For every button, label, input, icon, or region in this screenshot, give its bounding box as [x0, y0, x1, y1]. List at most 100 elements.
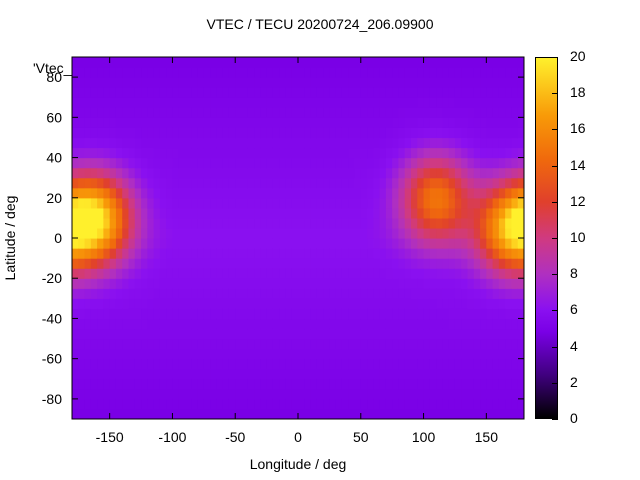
- heatmap-cell: [128, 187, 136, 199]
- heatmap-cell: [159, 268, 167, 279]
- heatmap-cell: [423, 298, 431, 309]
- heatmap-cell: [461, 227, 469, 239]
- heatmap-cell: [511, 137, 519, 149]
- heatmap-cell: [492, 57, 500, 68]
- heatmap-cell: [235, 248, 243, 259]
- heatmap-cell: [272, 187, 280, 199]
- heatmap-cell: [398, 147, 406, 159]
- heatmap-cell: [404, 308, 412, 320]
- heatmap-cell: [310, 398, 318, 410]
- heatmap-cell: [153, 127, 161, 139]
- heatmap-cell: [78, 77, 86, 88]
- heatmap-cell: [153, 398, 161, 410]
- heatmap-cell: [134, 338, 142, 350]
- heatmap-cell: [323, 368, 330, 380]
- heatmap-cell: [505, 147, 513, 159]
- heatmap-cell: [191, 227, 199, 239]
- heatmap-cell: [216, 117, 224, 128]
- heatmap-cell: [115, 177, 123, 189]
- heatmap-cell: [254, 318, 261, 330]
- heatmap-cell: [298, 278, 305, 289]
- heatmap-cell: [354, 268, 362, 279]
- heatmap-cell: [379, 67, 387, 78]
- heatmap-cell: [392, 298, 400, 309]
- heatmap-cell: [367, 107, 374, 118]
- heatmap-cell: [216, 127, 224, 139]
- heatmap-cell: [498, 288, 506, 299]
- heatmap-cell: [115, 268, 123, 279]
- heatmap-cell: [498, 187, 506, 199]
- heatmap-cell: [222, 57, 230, 68]
- heatmap-cell: [128, 268, 136, 279]
- heatmap-cell: [341, 408, 349, 419]
- heatmap-cell: [222, 248, 230, 259]
- heatmap-cell: [373, 258, 381, 269]
- heatmap-cell: [254, 137, 261, 149]
- heatmap-cell: [367, 278, 374, 289]
- heatmap-cell: [354, 137, 362, 149]
- heatmap-cell: [78, 338, 86, 350]
- heatmap-cell: [404, 107, 412, 118]
- heatmap-cell: [197, 328, 205, 340]
- heatmap-cell: [310, 187, 318, 199]
- heatmap-cell: [360, 238, 368, 249]
- heatmap-cell: [429, 97, 437, 108]
- heatmap-cell: [78, 187, 86, 199]
- heatmap-cell: [103, 57, 111, 68]
- heatmap-cell: [235, 97, 243, 108]
- heatmap-cell: [166, 368, 174, 380]
- heatmap-cell: [392, 57, 400, 68]
- heatmap-cell: [260, 238, 268, 249]
- heatmap-cell: [367, 217, 374, 229]
- heatmap-cell: [298, 318, 305, 330]
- heatmap-cell: [411, 288, 418, 299]
- heatmap-cell: [191, 207, 199, 219]
- heatmap-cell: [341, 207, 349, 219]
- heatmap-cell: [210, 117, 217, 128]
- heatmap-cell: [385, 408, 393, 419]
- heatmap-cell: [197, 117, 205, 128]
- heatmap-cell: [272, 368, 280, 380]
- heatmap-cell: [367, 398, 374, 410]
- heatmap-cell: [411, 398, 418, 410]
- heatmap-cell: [241, 137, 249, 149]
- heatmap-cell: [172, 278, 180, 289]
- heatmap-cell: [486, 348, 494, 360]
- heatmap-cell: [272, 408, 280, 419]
- heatmap-cell: [373, 97, 381, 108]
- heatmap-cell: [172, 167, 180, 179]
- heatmap-cell: [103, 77, 111, 88]
- heatmap-cell: [404, 358, 412, 370]
- heatmap-cell: [84, 348, 92, 360]
- heatmap-cell: [185, 97, 192, 108]
- heatmap-cell: [241, 318, 249, 330]
- heatmap-cell: [260, 187, 268, 199]
- heatmap-cell: [254, 278, 261, 289]
- heatmap-cell: [404, 147, 412, 159]
- heatmap-cell: [304, 268, 312, 279]
- heatmap-cell: [128, 388, 136, 400]
- heatmap-cell: [404, 197, 412, 209]
- heatmap-cell: [103, 227, 111, 239]
- heatmap-cell: [429, 308, 437, 320]
- heatmap-cell: [486, 77, 494, 88]
- heatmap-cell: [367, 117, 374, 128]
- heatmap-cell: [153, 338, 161, 350]
- heatmap-cell: [492, 338, 500, 350]
- heatmap-cell: [329, 388, 337, 400]
- heatmap-cell: [498, 238, 506, 249]
- heatmap-cell: [109, 227, 117, 239]
- heatmap-cell: [141, 278, 148, 289]
- heatmap-cell: [115, 398, 123, 410]
- heatmap-cell: [454, 217, 462, 229]
- heatmap-cell: [473, 398, 481, 410]
- heatmap-cell: [480, 338, 487, 350]
- heatmap-cell: [272, 127, 280, 139]
- heatmap-cell: [316, 187, 324, 199]
- heatmap-cell: [398, 127, 406, 139]
- heatmap-cell: [216, 177, 224, 189]
- heatmap-cell: [348, 77, 356, 88]
- heatmap-cell: [417, 348, 425, 360]
- colorbar-tick-mark: [552, 382, 558, 384]
- heatmap-cell: [360, 378, 368, 390]
